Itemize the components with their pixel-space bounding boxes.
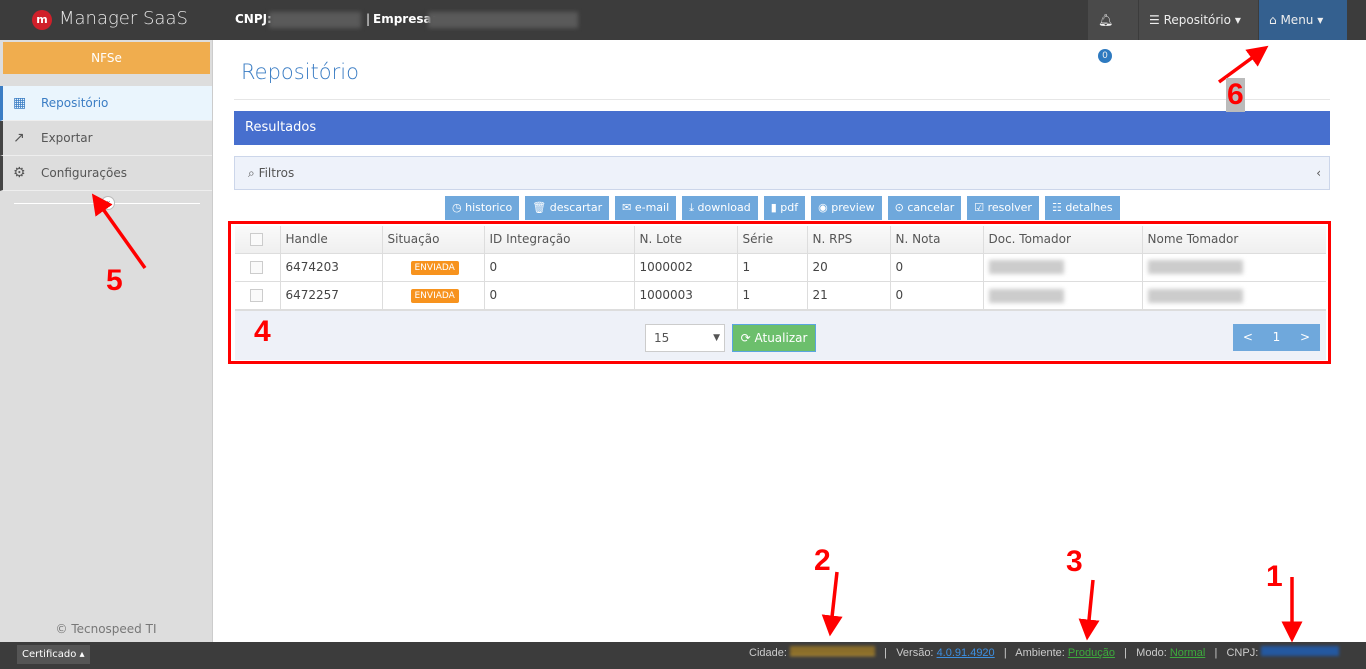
annotation-5: 5: [106, 264, 123, 297]
redacted-name: [1147, 260, 1243, 275]
sidebar-item-repositorio[interactable]: ▦ Repositório: [0, 86, 212, 121]
module-header: NFSe: [3, 42, 210, 74]
historico-button[interactable]: ◷ historico: [445, 196, 520, 220]
filters-label: Filtros: [258, 166, 295, 180]
descartar-button[interactable]: 🗑︎ descartar: [525, 196, 610, 220]
column-header[interactable]: Doc. Tomador: [983, 226, 1143, 253]
redacted-doc: [988, 260, 1064, 275]
table-row[interactable]: 6472257 ENVIADA 0 1000003 1 21 0: [235, 280, 1326, 309]
status-badge: ENVIADA: [410, 289, 459, 304]
column-header[interactable]: Série: [737, 226, 808, 253]
redacted-doc: [988, 288, 1064, 303]
arrow-5: [91, 193, 147, 270]
prev-page-button[interactable]: <: [1242, 330, 1253, 344]
bell-icon: 🔔︎: [1098, 13, 1114, 27]
next-page-button[interactable]: >: [1300, 330, 1311, 344]
column-header[interactable]: Handle: [280, 226, 383, 253]
table-header-row: Handle Situação ID Integração N. Lote Sé…: [235, 226, 1326, 253]
column-header[interactable]: Nome Tomador: [1142, 226, 1326, 253]
sidebar-item-label: Exportar: [41, 131, 93, 145]
top-bar: m Manager SaaS CNPJ: | Empresa: 🔔︎ 0 ☰ R…: [0, 0, 1366, 63]
column-header[interactable]: N. RPS: [807, 226, 891, 253]
page-title: Repositório: [241, 60, 359, 84]
refresh-icon: ⟳: [740, 331, 751, 345]
annotation-6: 6: [1226, 78, 1245, 112]
detalhes-button[interactable]: ☷ detalhes: [1044, 196, 1120, 220]
row-checkbox[interactable]: [250, 261, 263, 274]
refresh-button[interactable]: ⟳ Atualizar: [732, 324, 816, 352]
sidebar-item-configuracoes[interactable]: ⚙ Configurações: [0, 156, 212, 191]
separator: |: [366, 12, 371, 26]
annotation-4: 4: [254, 315, 271, 348]
modo-link[interactable]: Normal: [1169, 647, 1206, 659]
sidebar: NFSe ▦ Repositório ↗ Exportar ⚙ Configuraçõ…: [0, 40, 213, 642]
status-badge: ENVIADA: [410, 261, 459, 275]
caret-down-icon: ▼: [713, 333, 720, 343]
cnpj-link-redacted[interactable]: [1261, 646, 1340, 656]
annotation-1: 1: [1266, 560, 1283, 593]
ambiente-link[interactable]: Produção: [1067, 647, 1115, 659]
column-header[interactable]: Situação: [382, 226, 485, 253]
divider: [234, 99, 1330, 100]
row-checkbox[interactable]: [250, 289, 263, 303]
cidade-value-redacted: [789, 646, 875, 656]
repositorio-dropdown[interactable]: ☰ Repositório ▾: [1139, 0, 1258, 40]
preview-button[interactable]: ◉ preview: [811, 196, 882, 220]
empresa-value-redacted: [428, 12, 578, 28]
arrow-6: [1217, 45, 1269, 84]
annotation-box: [228, 221, 1331, 364]
table-row[interactable]: 6474203 ENVIADA 0 1000002 1 20 0: [235, 252, 1326, 281]
select-all-checkbox[interactable]: [250, 233, 263, 247]
gear-icon: ⚙: [13, 165, 26, 181]
notification-badge: 0: [1098, 49, 1112, 63]
results-table: Handle Situação ID Integração N. Lote Sé…: [235, 226, 1326, 309]
redacted-name: [1147, 288, 1243, 303]
column-header[interactable]: N. Nota: [890, 226, 984, 253]
copyright: © Tecnospeed TI: [55, 622, 157, 636]
search-icon: ⌕: [248, 166, 255, 180]
app-title: Manager SaaS: [59, 8, 188, 29]
page-size-select[interactable]: 15 ▼: [645, 324, 725, 352]
sidebar-item-label: Configurações: [41, 166, 127, 180]
status-bar: Certificado ▴ Cidade: | Versão: 4.0.91.4…: [0, 642, 1366, 669]
server-icon: ☰: [1149, 13, 1160, 27]
email-button[interactable]: ✉ e-mail: [615, 196, 677, 220]
resolver-button[interactable]: ☑ resolver: [967, 196, 1039, 220]
column-header[interactable]: ID Integração: [484, 226, 635, 253]
home-icon: ⌂: [1269, 13, 1277, 27]
cnpj-label: CNPJ:: [235, 12, 272, 26]
menu-dropdown[interactable]: ⌂ Menu ▾: [1259, 0, 1347, 40]
column-header[interactable]: N. Lote: [634, 226, 738, 253]
certificado-button[interactable]: Certificado ▴: [17, 645, 90, 664]
external-link-icon: ↗: [13, 130, 25, 146]
chevron-left-icon: ‹: [1316, 166, 1321, 180]
repositorio-label: Repositório: [1163, 13, 1231, 27]
action-toolbar: ◷ historico 🗑︎ descartar ✉ e-mail ⤓ down…: [445, 196, 1120, 220]
sidebar-item-exportar[interactable]: ↗ Exportar: [0, 121, 212, 156]
cnpj-value-redacted: [269, 12, 361, 28]
logo: m: [32, 10, 52, 30]
table-icon: ▦: [13, 95, 27, 111]
pagination: < 1 >: [1233, 324, 1320, 351]
arrow-2: [821, 571, 843, 637]
annotation-2: 2: [814, 544, 831, 577]
pdf-button[interactable]: ▮ pdf: [763, 196, 806, 220]
filters-toggle[interactable]: ⌕ Filtros ‹: [234, 156, 1330, 190]
versao-link[interactable]: 4.0.91.4920: [936, 647, 995, 659]
notifications-button[interactable]: 🔔︎ 0: [1088, 0, 1138, 63]
caret-down-icon: ▾: [1317, 13, 1324, 27]
current-page[interactable]: 1: [1272, 330, 1281, 344]
sidebar-item-label: Repositório: [41, 96, 109, 110]
caret-down-icon: ▾: [1234, 13, 1241, 27]
cancelar-button[interactable]: ⊙ cancelar: [887, 196, 962, 220]
arrow-3: [1078, 579, 1100, 641]
menu-label: Menu: [1280, 13, 1314, 27]
results-panel-header: Resultados: [234, 111, 1330, 145]
download-button[interactable]: ⤓ download: [682, 196, 758, 220]
annotation-3: 3: [1066, 545, 1083, 578]
empresa-label: Empresa:: [373, 12, 437, 26]
cidade-label: Cidade:: [749, 647, 787, 659]
